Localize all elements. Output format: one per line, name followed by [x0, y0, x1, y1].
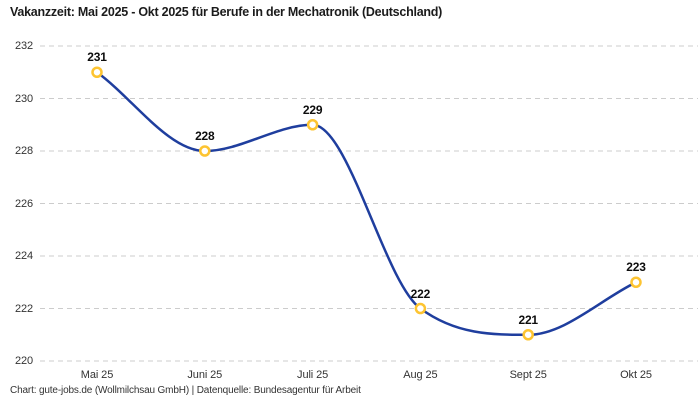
- y-axis-tick-label: 230: [14, 92, 33, 105]
- y-axis-tick-label: 232: [14, 40, 33, 52]
- series-line[interactable]: [95, 71, 638, 337]
- y-axis-tick-label: 222: [14, 302, 33, 315]
- data-point-label: 223: [626, 260, 646, 275]
- x-axis-label: Juli 25: [297, 369, 329, 381]
- data-point-marker[interactable]: [522, 329, 534, 341]
- data-point-marker[interactable]: [199, 145, 211, 157]
- data-point-label: 231: [87, 50, 107, 65]
- gridlines: [40, 45, 698, 362]
- y-axis-tick-label: 228: [14, 145, 33, 157]
- data-point-label: 221: [518, 312, 538, 327]
- data-point-label: 228: [195, 129, 215, 143]
- data-point-label: 222: [410, 286, 431, 301]
- data-point-marker[interactable]: [91, 66, 103, 78]
- data-point-marker[interactable]: [306, 119, 319, 131]
- y-axis-tick-label: 220: [14, 355, 33, 367]
- x-axis-label: Aug 25: [403, 369, 438, 381]
- y-axis-tick-label: 226: [14, 197, 33, 210]
- data-point-marker[interactable]: [630, 276, 642, 288]
- x-axis-label: Okt 25: [620, 369, 652, 381]
- series-markers: [91, 66, 642, 341]
- x-axis-label: Sept 25: [509, 369, 547, 381]
- x-axis-label: Mai 25: [80, 369, 114, 381]
- y-axis-tick-label: 224: [14, 250, 33, 262]
- chart-title: Vakanzzeit: Mai 2025 - Okt 2025 für Beru…: [10, 5, 443, 19]
- data-point-label: 229: [302, 102, 323, 117]
- data-point-marker[interactable]: [414, 302, 427, 315]
- chart-credit: Chart: gute-jobs.de (Wollmilchsau GmbH) …: [10, 385, 361, 396]
- x-axis-label: Juni 25: [187, 369, 223, 381]
